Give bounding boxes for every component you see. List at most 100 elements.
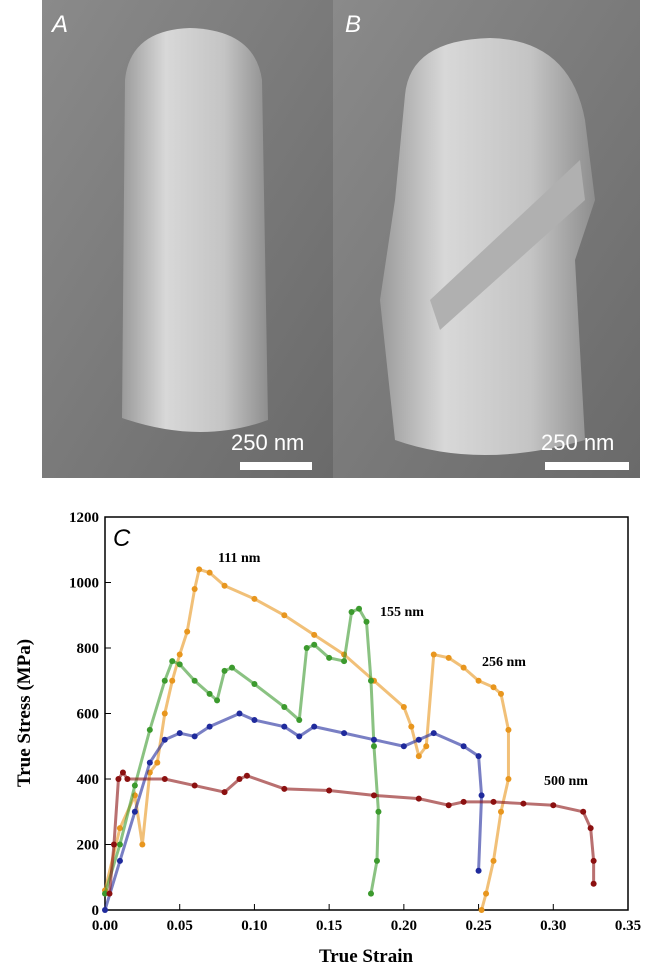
data-point bbox=[162, 711, 168, 717]
data-point bbox=[281, 612, 287, 618]
data-point bbox=[483, 891, 489, 897]
y-tick-label: 1200 bbox=[69, 510, 99, 526]
figure: A B 250 nm 250 nm C True Strain True Str… bbox=[0, 0, 657, 971]
data-point bbox=[416, 737, 422, 743]
data-point bbox=[476, 678, 482, 684]
data-point bbox=[222, 668, 228, 674]
scale-label: 250 nm bbox=[231, 430, 304, 455]
data-point bbox=[311, 642, 317, 648]
x-tick-label: 0.35 bbox=[615, 918, 641, 934]
data-point bbox=[374, 858, 380, 864]
data-point bbox=[281, 724, 287, 730]
y-tick-label: 1000 bbox=[69, 576, 99, 592]
data-point bbox=[154, 760, 160, 766]
data-point bbox=[281, 786, 287, 792]
data-point bbox=[162, 678, 168, 684]
data-point bbox=[296, 733, 302, 739]
data-point bbox=[311, 632, 317, 638]
data-point bbox=[106, 891, 112, 897]
data-point bbox=[192, 733, 198, 739]
data-point bbox=[491, 799, 497, 805]
x-tick-label: 0.05 bbox=[167, 918, 193, 934]
data-point bbox=[498, 691, 504, 697]
data-point bbox=[192, 586, 198, 592]
data-point bbox=[236, 776, 242, 782]
x-tick-label: 0.10 bbox=[241, 918, 267, 934]
data-point bbox=[401, 704, 407, 710]
data-point bbox=[591, 858, 597, 864]
data-point bbox=[416, 796, 422, 802]
data-point bbox=[423, 743, 429, 749]
data-point bbox=[401, 743, 407, 749]
pillar-a bbox=[122, 28, 268, 432]
data-point bbox=[281, 704, 287, 710]
data-point bbox=[132, 783, 138, 789]
data-point bbox=[177, 730, 183, 736]
data-point bbox=[162, 737, 168, 743]
data-point bbox=[431, 730, 437, 736]
data-point bbox=[326, 655, 332, 661]
data-point bbox=[368, 678, 374, 684]
data-point bbox=[196, 566, 202, 572]
data-point bbox=[476, 868, 482, 874]
x-tick-label: 0.15 bbox=[316, 918, 342, 934]
data-point bbox=[120, 769, 126, 775]
data-point bbox=[192, 783, 198, 789]
data-point bbox=[461, 665, 467, 671]
data-point bbox=[222, 789, 228, 795]
data-point bbox=[431, 652, 437, 658]
scale-label: 250 nm bbox=[541, 430, 614, 455]
data-point bbox=[177, 652, 183, 658]
data-point bbox=[117, 842, 123, 848]
data-point bbox=[304, 645, 310, 651]
page: A B 250 nm 250 nm C True Strain True Str… bbox=[0, 0, 657, 971]
data-point bbox=[461, 799, 467, 805]
data-point bbox=[229, 665, 235, 671]
data-point bbox=[111, 842, 117, 848]
data-point bbox=[207, 570, 213, 576]
data-point bbox=[476, 753, 482, 759]
annotation: 500 nm bbox=[544, 774, 588, 789]
data-point bbox=[368, 891, 374, 897]
annotation: 155 nm bbox=[380, 605, 424, 620]
y-tick-label: 800 bbox=[77, 641, 100, 657]
data-point bbox=[251, 596, 257, 602]
data-point bbox=[207, 691, 213, 697]
data-point bbox=[375, 809, 381, 815]
x-tick-label: 0.00 bbox=[92, 918, 118, 934]
data-point bbox=[169, 678, 175, 684]
data-point bbox=[349, 609, 355, 615]
data-point bbox=[147, 760, 153, 766]
data-point bbox=[479, 792, 485, 798]
plot-frame bbox=[105, 517, 628, 910]
scale-bar bbox=[545, 462, 629, 470]
data-point bbox=[147, 727, 153, 733]
data-point bbox=[117, 858, 123, 864]
y-tick-label: 200 bbox=[77, 838, 100, 854]
data-point bbox=[326, 787, 332, 793]
data-point bbox=[408, 724, 414, 730]
data-point bbox=[124, 776, 130, 782]
x-axis-title: True Strain bbox=[319, 946, 414, 967]
y-tick-label: 400 bbox=[77, 772, 100, 788]
series-trace bbox=[109, 772, 593, 893]
data-point bbox=[416, 753, 422, 759]
data-point bbox=[311, 724, 317, 730]
data-point bbox=[446, 802, 452, 808]
data-point bbox=[520, 801, 526, 807]
data-point bbox=[505, 776, 511, 782]
x-tick-label: 0.20 bbox=[391, 918, 417, 934]
data-point bbox=[371, 792, 377, 798]
data-point bbox=[251, 681, 257, 687]
data-point bbox=[461, 743, 467, 749]
data-point bbox=[341, 730, 347, 736]
data-point bbox=[364, 619, 370, 625]
data-point bbox=[115, 776, 121, 782]
data-point bbox=[341, 658, 347, 664]
scale-bar bbox=[240, 462, 312, 470]
data-point bbox=[222, 583, 228, 589]
panel-label: B bbox=[345, 11, 361, 38]
x-tick-label: 0.30 bbox=[540, 918, 566, 934]
data-point bbox=[550, 802, 556, 808]
data-point bbox=[479, 907, 485, 913]
